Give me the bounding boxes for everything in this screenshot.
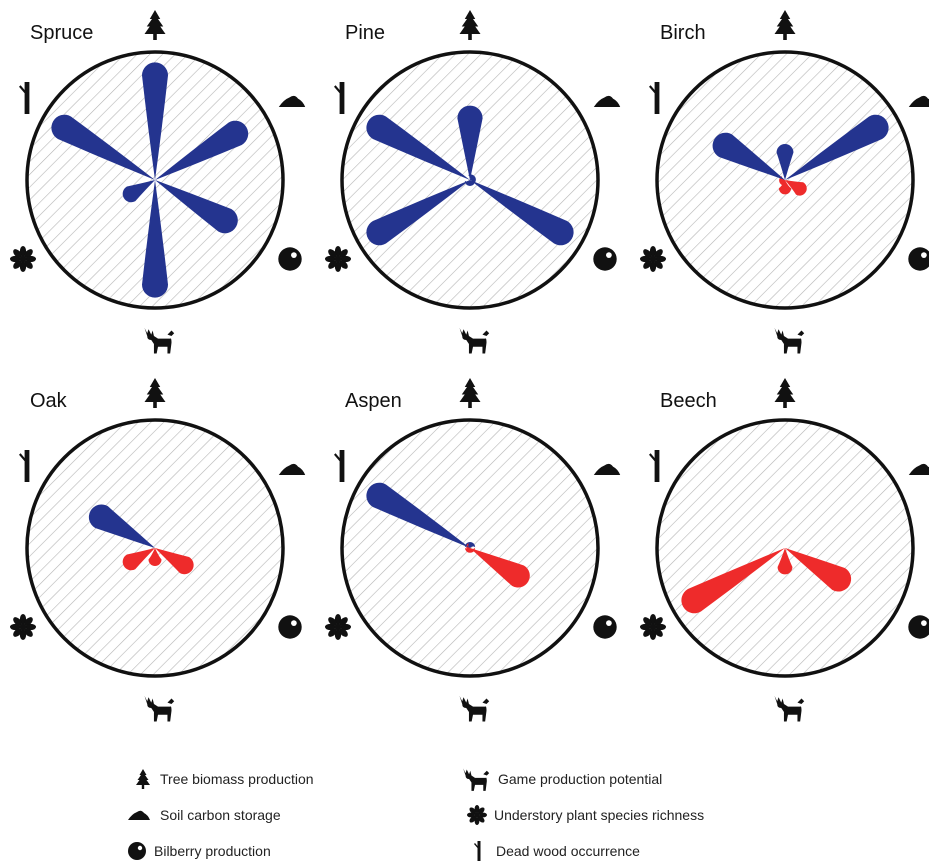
dead-wood-icon — [474, 841, 481, 861]
moose-icon — [463, 768, 490, 791]
tree-icon — [136, 769, 150, 789]
chart-title: Beech — [660, 390, 717, 412]
legend-item-tree: Tree biomass production — [132, 768, 314, 790]
petal-dead-wood-occurrence — [51, 114, 156, 180]
petal-game-production-potential — [777, 548, 793, 575]
petal-bilberry-production — [155, 180, 238, 234]
dead-wood-icon — [334, 82, 345, 114]
petal-game-production-potential — [778, 180, 792, 195]
flower-icon — [10, 246, 36, 272]
soil-mound-icon — [908, 463, 929, 476]
legend-item-understory: Understory plant species richness — [466, 804, 704, 826]
legend: Tree biomass production Soil carbon stor… — [0, 760, 929, 865]
petal-understory-plant-species-richness — [122, 548, 155, 571]
flower-icon — [10, 614, 36, 640]
soil-mound-icon — [593, 463, 621, 475]
petal-chart-spruce: Spruce — [10, 10, 306, 354]
petal-bilberry-production — [470, 548, 530, 588]
flower-icon — [325, 246, 351, 272]
petal-bilberry-production — [470, 180, 574, 246]
tree-icon — [774, 10, 796, 40]
petal-bilberry-production — [155, 548, 194, 575]
moose-icon — [144, 695, 175, 722]
tree-icon — [144, 378, 166, 408]
dead-wood-icon — [19, 82, 30, 114]
tree-icon — [774, 378, 796, 408]
petal-soil-carbon-storage — [155, 120, 249, 180]
chart-title: Spruce — [30, 22, 93, 44]
moose-icon — [144, 327, 175, 354]
legend-label-tree: Tree biomass production — [160, 771, 314, 787]
moose-icon — [459, 695, 490, 722]
legend-item-bilberry: Bilberry production — [126, 840, 271, 862]
bilberry-icon — [593, 615, 617, 639]
legend-item-soil: Soil carbon storage — [124, 804, 281, 826]
chart-title: Aspen — [345, 390, 402, 412]
soil-mound-icon — [128, 810, 150, 820]
flower-icon — [640, 614, 666, 640]
petal-chart-oak: Oak — [10, 378, 306, 722]
soil-mound-icon — [908, 95, 929, 108]
chart-title: Pine — [345, 22, 385, 44]
petal-tree-biomass-production — [464, 542, 476, 548]
tree-icon — [459, 378, 481, 408]
bilberry-icon — [908, 247, 929, 271]
moose-icon — [774, 695, 805, 722]
dead-wood-icon — [19, 450, 30, 482]
chart-title: Oak — [30, 390, 68, 412]
petal-chart-aspen: Aspen — [325, 378, 621, 722]
petal-understory-plant-species-richness — [366, 180, 470, 246]
legend-label-game: Game production potential — [498, 771, 663, 787]
petal-game-production-potential — [464, 180, 476, 187]
petal-bilberry-production — [785, 548, 852, 592]
flower-icon — [640, 246, 666, 272]
legend-label-bilberry: Bilberry production — [154, 843, 271, 859]
petal-chart-beech: Beech — [640, 378, 929, 722]
bilberry-icon — [278, 247, 302, 271]
flower-icon — [325, 614, 351, 640]
legend-label-deadwood: Dead wood occurrence — [496, 843, 640, 859]
petal-chart-pine: Pine — [325, 10, 621, 354]
bilberry-icon — [593, 247, 617, 271]
petal-bilberry-production — [785, 180, 807, 196]
soil-mound-icon — [278, 463, 306, 475]
soil-mound-icon — [593, 95, 621, 107]
dead-wood-icon — [649, 82, 660, 114]
legend-item-game: Game production potential — [458, 768, 663, 791]
petal-understory-plant-species-richness — [122, 180, 155, 203]
petal-game-production-potential — [142, 180, 168, 298]
moose-icon — [459, 327, 490, 354]
legend-label-soil: Soil carbon storage — [160, 807, 281, 823]
petal-tree-biomass-production — [776, 143, 794, 180]
legend-item-deadwood: Dead wood occurrence — [468, 840, 640, 862]
dead-wood-icon — [334, 450, 345, 482]
petal-soil-carbon-storage — [785, 114, 889, 180]
petal-dead-wood-occurrence — [88, 504, 155, 548]
dead-wood-icon — [649, 450, 660, 482]
petal-tree-biomass-production — [457, 105, 483, 180]
petal-understory-plant-species-richness — [466, 543, 474, 553]
soil-mound-icon — [278, 95, 306, 107]
petal-tree-biomass-production — [142, 62, 168, 180]
bilberry-icon — [278, 615, 302, 639]
petal-understory-plant-species-richness — [681, 548, 785, 614]
petal-dead-wood-occurrence — [366, 482, 470, 548]
tree-icon — [459, 10, 481, 40]
petal-dead-wood-occurrence — [712, 132, 785, 180]
tree-icon — [144, 10, 166, 40]
bilberry-icon — [908, 615, 929, 639]
chart-title: Birch — [660, 22, 706, 44]
petal-dead-wood-occurrence — [366, 114, 470, 180]
flower-icon — [467, 805, 487, 825]
petal-game-production-potential — [148, 548, 162, 566]
legend-label-understory: Understory plant species richness — [494, 807, 705, 823]
petal-chart-birch: Birch — [640, 10, 929, 354]
bilberry-icon — [128, 842, 146, 860]
moose-icon — [774, 327, 805, 354]
